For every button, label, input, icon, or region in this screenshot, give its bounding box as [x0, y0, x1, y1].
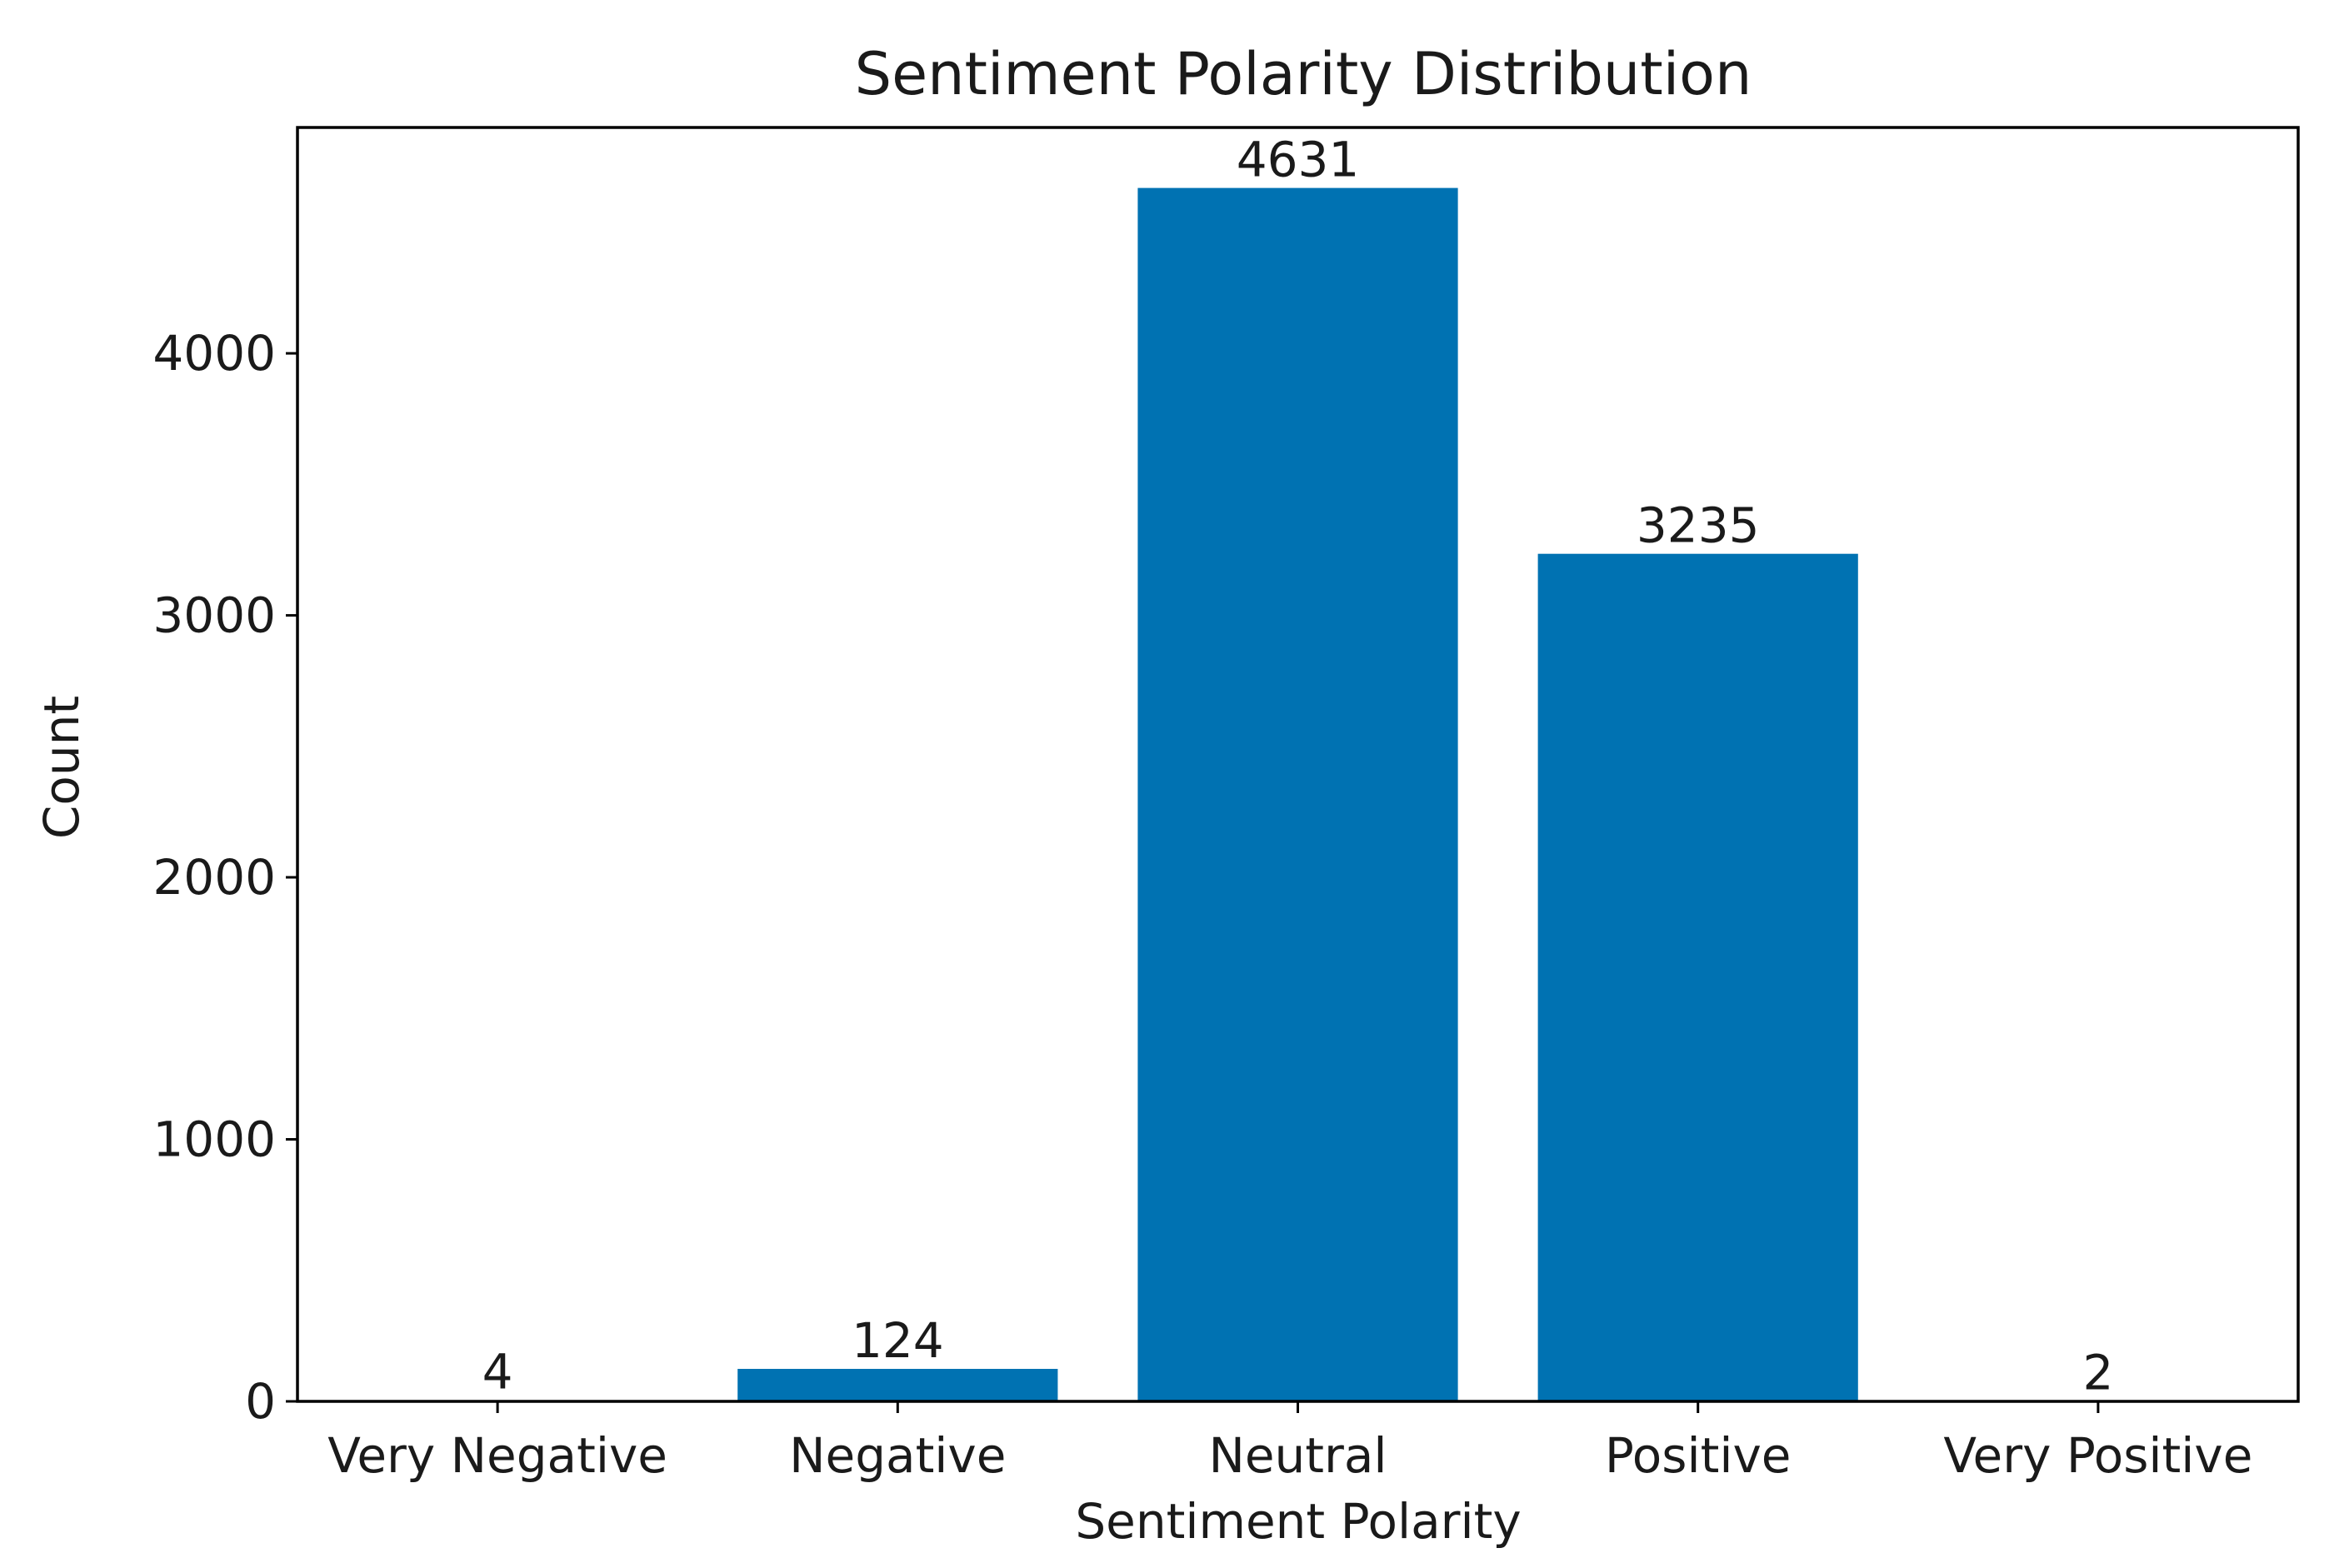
x-tick-label: Very Positive [1943, 1427, 2252, 1484]
y-tick-label: 1000 [152, 1111, 276, 1168]
x-tick-label: Very Negative [327, 1427, 667, 1484]
chart-title: Sentiment Polarity Distribution [855, 40, 1752, 108]
bar-neutral [1137, 187, 1458, 1402]
y-axis-ticks: 0 1000 2000 3000 4000 [152, 325, 297, 1430]
y-tick-label: 4000 [152, 325, 276, 382]
bar-negative [737, 1369, 1058, 1401]
x-axis-label: Sentiment Polarity [1075, 1493, 1521, 1550]
y-tick-label: 2000 [152, 849, 276, 906]
x-tick-label: Negative [789, 1427, 1006, 1484]
bar-positive [1537, 553, 1858, 1401]
x-tick-label: Positive [1605, 1427, 1792, 1484]
bar-value-label: 4 [482, 1344, 513, 1401]
bar-value-labels: 4 124 4631 3235 2 [482, 132, 2114, 1401]
bar-value-label: 4631 [1237, 132, 1360, 188]
plot-area-frame [296, 126, 2300, 1403]
x-tick-label: Neutral [1208, 1427, 1387, 1484]
y-tick-label: 3000 [152, 587, 276, 644]
y-axis-label: Count [33, 696, 90, 839]
bars-group [337, 187, 2258, 1402]
y-tick-label: 0 [245, 1373, 276, 1430]
bar-value-label: 3235 [1637, 497, 1760, 554]
bar-value-label: 124 [852, 1312, 944, 1369]
x-axis-ticks: Very Negative Negative Neutral Positive Very… [327, 1401, 2252, 1484]
bar-value-label: 2 [2082, 1344, 2113, 1401]
